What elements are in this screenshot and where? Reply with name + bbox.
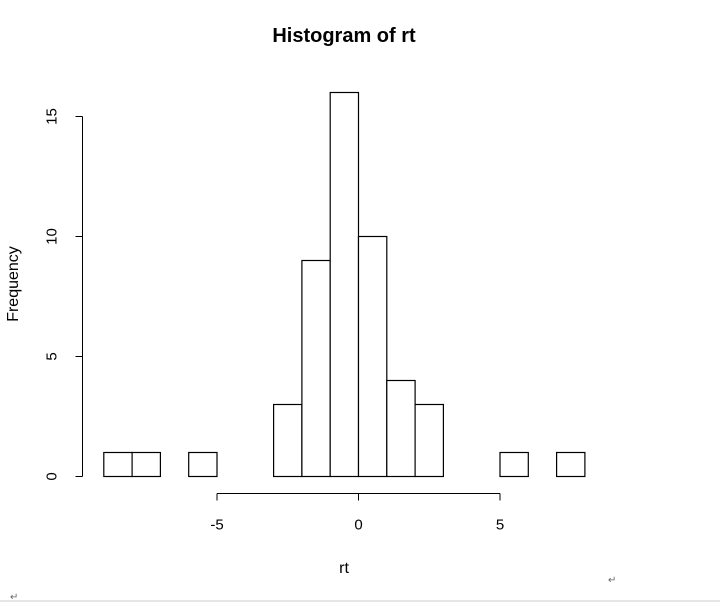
histogram-bar bbox=[414, 403, 445, 478]
x-tick-label: 0 bbox=[354, 517, 362, 534]
y-tick-label: 10 bbox=[44, 228, 61, 245]
histogram-bar bbox=[357, 235, 388, 478]
chart-title: Histogram of rt bbox=[272, 25, 416, 47]
paragraph-mark: ↵ bbox=[608, 575, 616, 586]
y-tick-label: 0 bbox=[44, 472, 61, 480]
histogram-bar bbox=[329, 91, 360, 478]
paragraph-mark: ↵ bbox=[10, 592, 18, 603]
x-axis: -5 0 5 bbox=[210, 493, 504, 534]
histogram-bar bbox=[188, 451, 218, 478]
histogram-bar bbox=[273, 403, 303, 478]
histogram-bar bbox=[555, 451, 586, 478]
histogram-bars bbox=[103, 91, 586, 478]
x-axis-title: rt bbox=[339, 560, 349, 577]
y-axis: 0 5 10 15 bbox=[44, 108, 83, 481]
histogram-bar bbox=[301, 259, 331, 478]
y-tick-label: 15 bbox=[44, 108, 61, 125]
x-tick-label: -5 bbox=[210, 517, 223, 534]
histogram-bar bbox=[131, 451, 162, 478]
y-axis-title: Frequency bbox=[5, 246, 22, 322]
histogram-bar bbox=[103, 451, 133, 478]
x-tick-label: 5 bbox=[496, 517, 504, 534]
histogram-bar bbox=[499, 451, 529, 478]
histogram-bar bbox=[386, 379, 416, 478]
y-tick-label: 5 bbox=[44, 352, 61, 360]
